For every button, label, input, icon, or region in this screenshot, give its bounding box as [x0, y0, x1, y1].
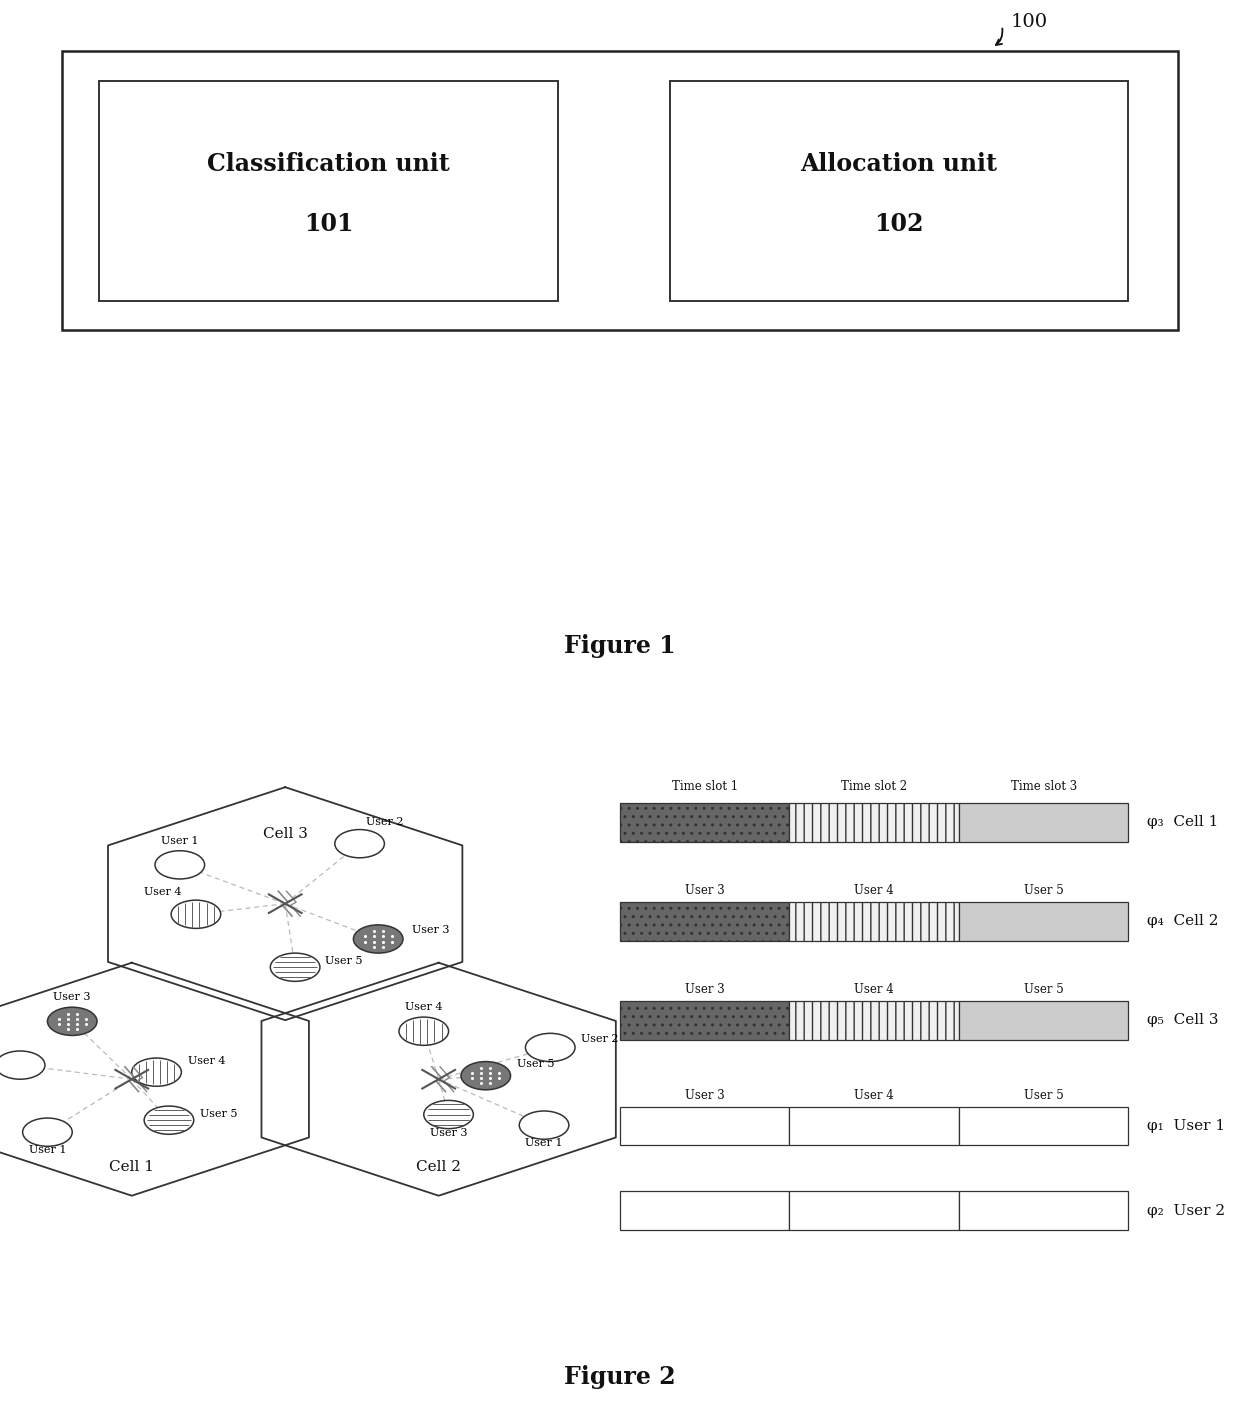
Text: User 5: User 5 [1024, 983, 1064, 995]
Text: φ₁  User 1: φ₁ User 1 [1147, 1120, 1225, 1132]
Bar [620, 902, 790, 940]
Text: Cell 2: Cell 2 [417, 1159, 461, 1173]
Text: User 5: User 5 [325, 956, 362, 966]
Circle shape [171, 901, 221, 929]
Text: User 5: User 5 [517, 1059, 554, 1069]
Text: User 1: User 1 [526, 1138, 563, 1148]
Bar [959, 1192, 1128, 1230]
Text: User 1: User 1 [29, 1145, 66, 1155]
Text: User 5: User 5 [1024, 1089, 1064, 1101]
Text: User 4: User 4 [405, 1003, 443, 1012]
Text: User 4: User 4 [144, 887, 181, 897]
Bar [62, 51, 1178, 330]
Text: Cell 1: Cell 1 [109, 1159, 154, 1173]
Bar [959, 1107, 1128, 1145]
Text: φ₅  Cell 3: φ₅ Cell 3 [1147, 1014, 1219, 1027]
Text: User 5: User 5 [200, 1108, 237, 1118]
Circle shape [155, 850, 205, 878]
Text: User 3: User 3 [53, 993, 91, 1003]
Text: Allocation unit: Allocation unit [801, 152, 997, 176]
Text: User 3: User 3 [684, 1089, 724, 1101]
Bar [99, 80, 558, 301]
Bar [620, 1107, 790, 1145]
Text: User 5: User 5 [1024, 884, 1064, 897]
Text: Time slot 1: Time slot 1 [672, 781, 738, 794]
Text: Classification unit: Classification unit [207, 152, 450, 176]
Text: φ₃  Cell 1: φ₃ Cell 1 [1147, 816, 1219, 829]
Circle shape [526, 1034, 575, 1062]
Text: 101: 101 [304, 212, 353, 236]
Text: φ₄  Cell 2: φ₄ Cell 2 [1147, 915, 1219, 928]
Text: Time slot 2: Time slot 2 [841, 781, 908, 794]
Bar [959, 1001, 1128, 1039]
Bar [959, 803, 1128, 842]
Text: User 4: User 4 [854, 1089, 894, 1101]
Bar [670, 80, 1128, 301]
Circle shape [270, 953, 320, 981]
Text: User 4: User 4 [187, 1056, 224, 1066]
Text: Figure 1: Figure 1 [564, 634, 676, 658]
Circle shape [144, 1106, 193, 1134]
Circle shape [47, 1007, 97, 1035]
Circle shape [335, 830, 384, 858]
Text: User 3: User 3 [430, 1128, 467, 1138]
Circle shape [461, 1062, 511, 1090]
Text: User 3: User 3 [684, 983, 724, 995]
Bar [790, 1192, 959, 1230]
Text: User 3: User 3 [684, 884, 724, 897]
Bar [790, 902, 959, 940]
Text: Figure 2: Figure 2 [564, 1365, 676, 1388]
Circle shape [22, 1118, 72, 1147]
Bar [959, 902, 1128, 940]
Circle shape [399, 1017, 449, 1045]
Circle shape [131, 1058, 181, 1086]
Bar [790, 1107, 959, 1145]
Bar [790, 803, 959, 842]
Bar [620, 1001, 790, 1039]
Text: User 1: User 1 [161, 836, 198, 846]
Circle shape [424, 1100, 474, 1128]
Text: User 3: User 3 [412, 925, 449, 935]
Text: User 4: User 4 [854, 884, 894, 897]
Text: 102: 102 [874, 212, 924, 236]
Text: 100: 100 [1011, 13, 1048, 31]
Circle shape [0, 1051, 45, 1079]
Text: Time slot 3: Time slot 3 [1011, 781, 1076, 794]
Text: User 2: User 2 [366, 816, 403, 826]
Text: φ₂  User 2: φ₂ User 2 [1147, 1204, 1225, 1217]
Text: User 2: User 2 [582, 1034, 619, 1043]
Bar [790, 1001, 959, 1039]
Circle shape [353, 925, 403, 953]
Bar [620, 803, 790, 842]
Circle shape [520, 1111, 569, 1139]
Text: User 4: User 4 [854, 983, 894, 995]
Text: Cell 3: Cell 3 [263, 827, 308, 840]
Bar [620, 1192, 790, 1230]
